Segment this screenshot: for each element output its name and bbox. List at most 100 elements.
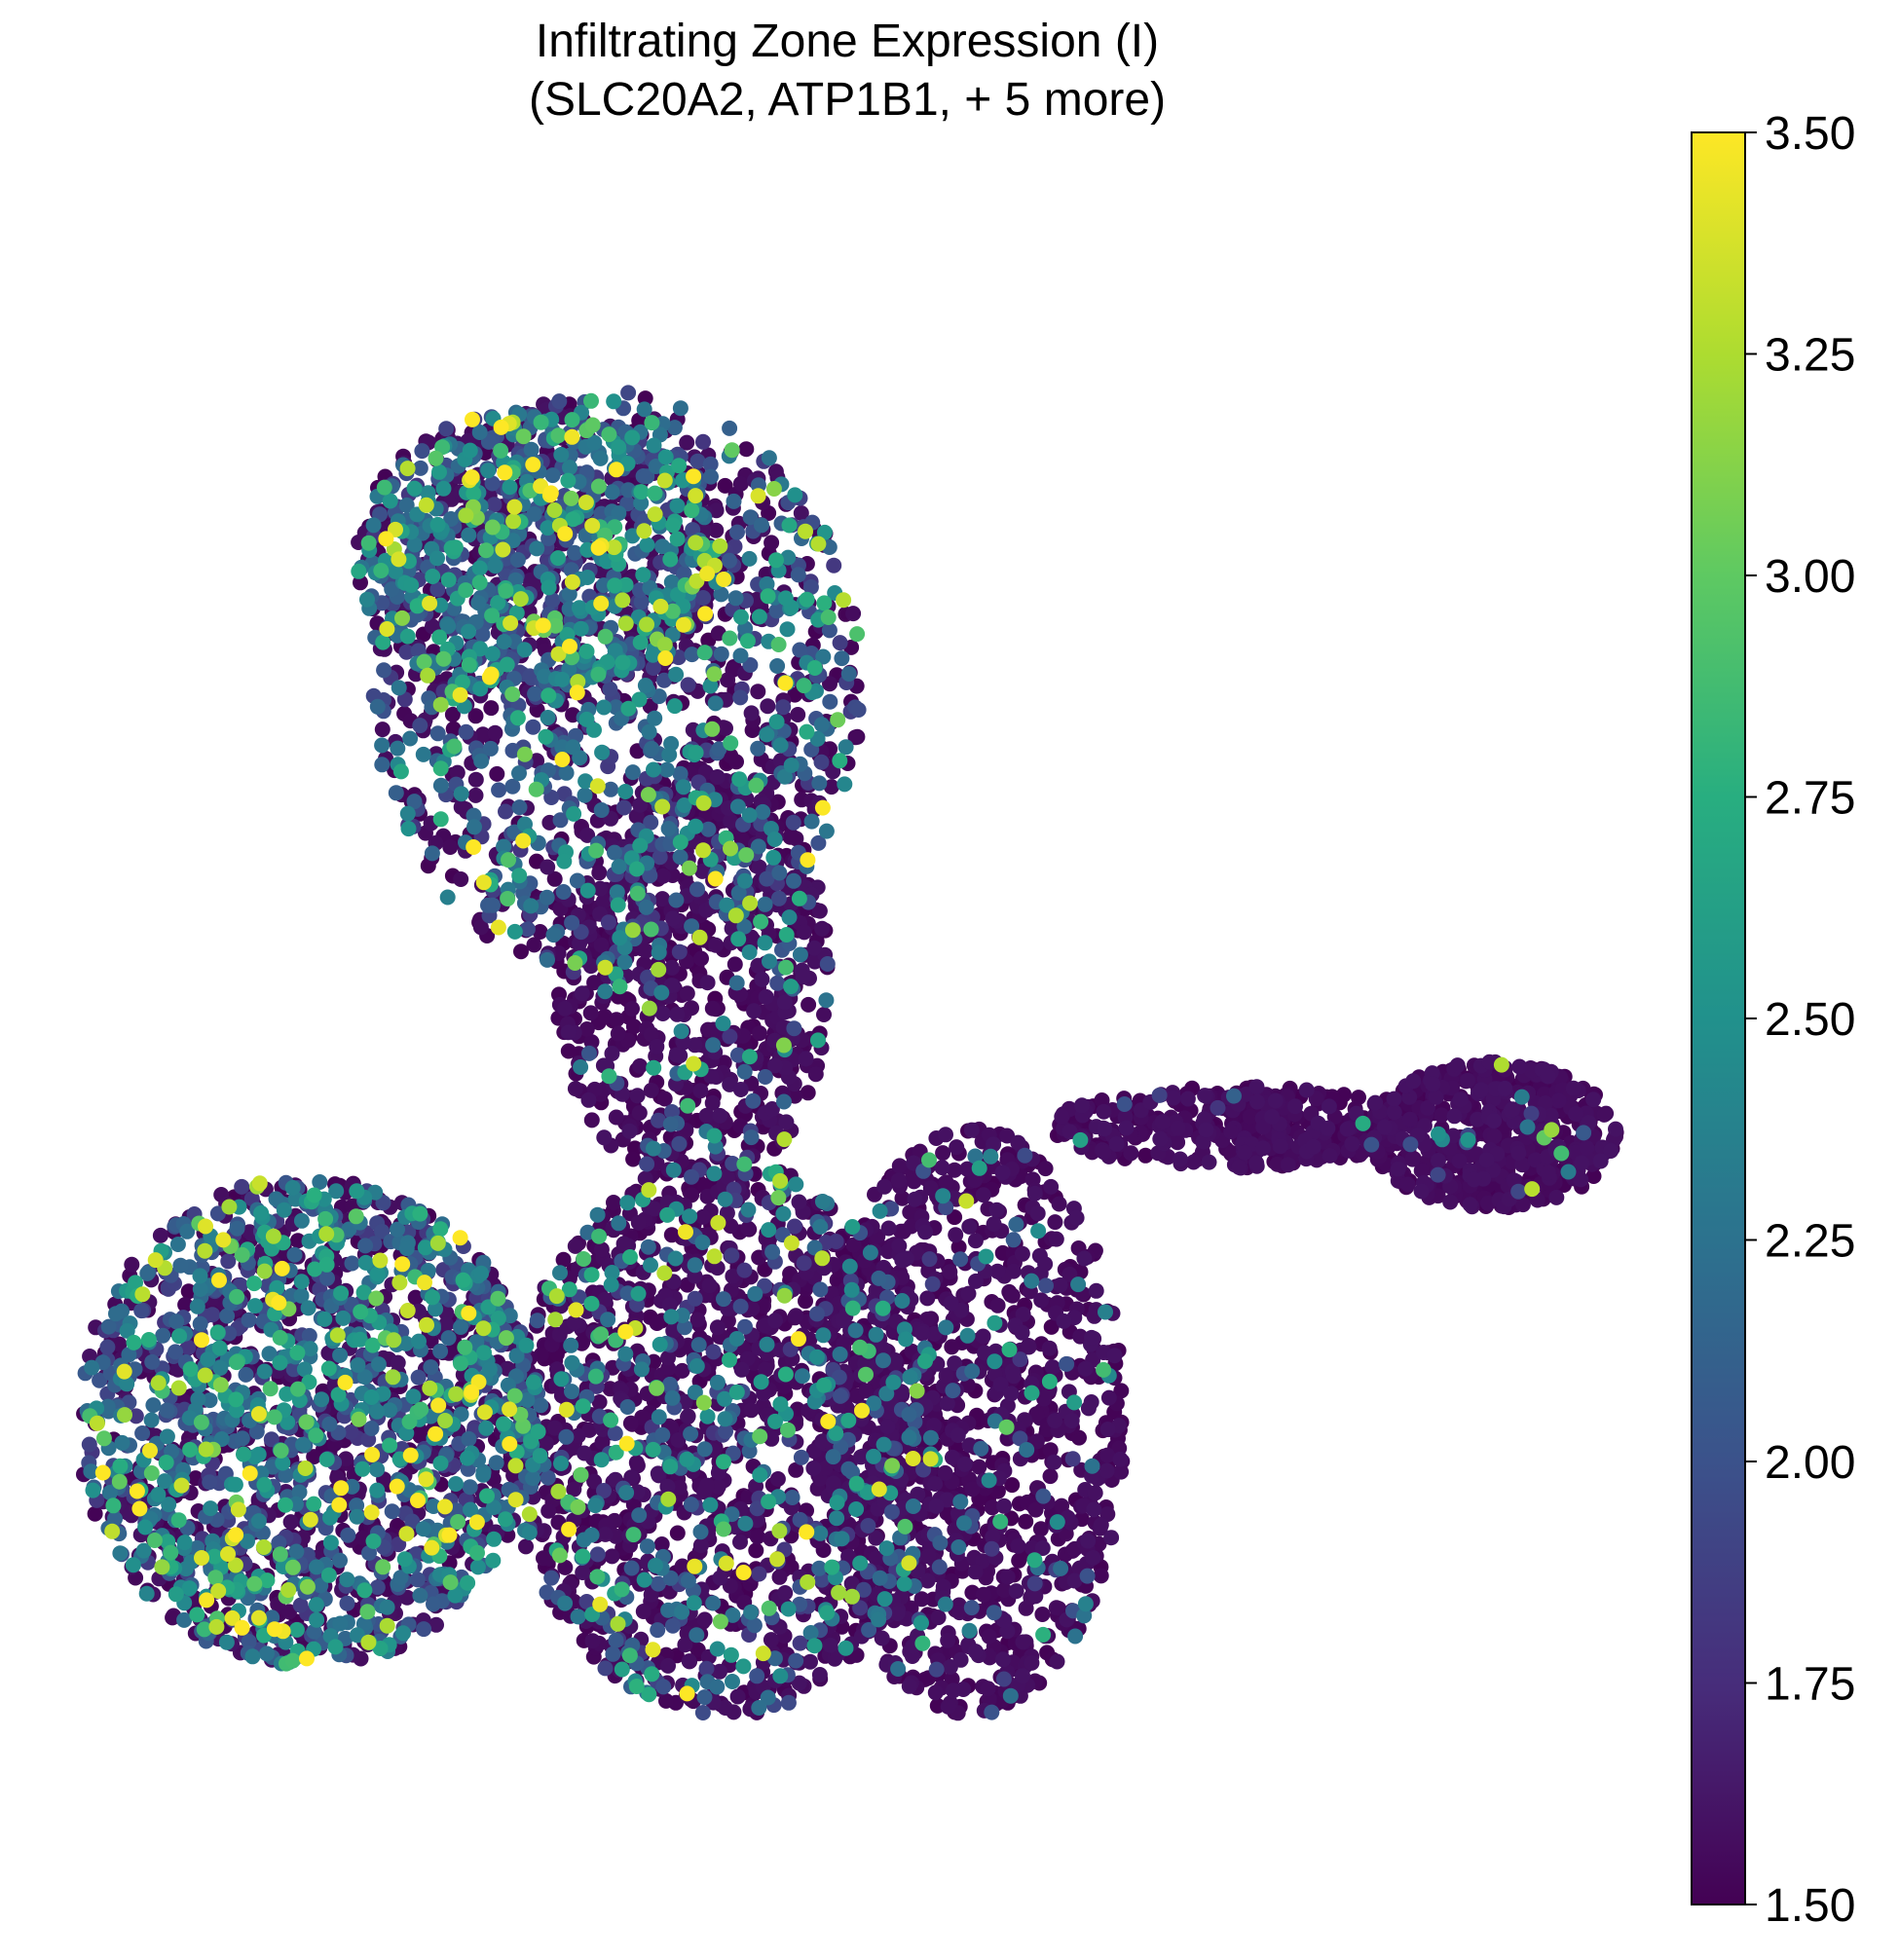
scatter-point [1585,1168,1602,1184]
scatter-point [692,1537,709,1554]
scatter-point [631,1105,648,1121]
scatter-point [927,1476,944,1492]
scatter-point [1042,1468,1059,1485]
scatter-point [467,787,484,803]
scatter-point [975,1187,991,1203]
scatter-point [1044,1359,1061,1376]
scatter-point [989,1263,1006,1279]
scatter-point [1093,1517,1109,1534]
scatter-point [880,1220,897,1237]
scatter-point [412,1427,428,1444]
scatter-point [1573,1171,1589,1188]
scatter-point [632,1057,648,1074]
scatter-point [1170,1134,1186,1151]
scatter-point [1399,1176,1416,1193]
scatter-point [1404,1151,1421,1167]
scatter-point [1428,1089,1444,1105]
scatter-point [638,943,654,959]
scatter-point [891,1238,908,1254]
scatter-point [649,1038,665,1054]
scatter-point [938,1174,954,1191]
scatter-point [594,1434,611,1451]
scatter-point [555,1251,572,1268]
scatter-point [1027,1501,1044,1518]
scatter-point [777,1585,794,1601]
scatter-point [656,1091,673,1107]
scatter-point [704,1000,721,1017]
scatter-point [472,919,489,936]
scatter-point [540,859,556,875]
scatter-point [740,1220,757,1237]
scatter-point [1018,1513,1034,1530]
scatter-point [1322,1147,1338,1164]
scatter-point [927,1684,944,1701]
scatter-point [1596,1106,1613,1123]
scatter-point [1008,1583,1024,1600]
scatter-point [592,880,609,897]
scatter-point [625,1151,642,1167]
scatter-point [586,1473,603,1490]
scatter-point [950,1239,967,1255]
scatter-point [445,721,462,737]
scatter-point [1037,1161,1054,1177]
scatter-point [1034,1607,1051,1622]
scatter-point [944,1671,960,1687]
scatter-point [907,1191,923,1207]
scatter-point [1442,1194,1459,1210]
scatter-point [1565,1080,1582,1096]
scatter-point [1548,1189,1565,1205]
scatter-point [532,924,548,940]
scatter-point [1096,1103,1112,1120]
scatter-point [989,1483,1006,1499]
scatter-point [750,684,766,700]
scatter-point [710,1478,726,1495]
scatter-point [615,1236,632,1252]
scatter-point [1568,1106,1584,1122]
scatter-point [758,1361,774,1378]
scatter-point [943,1295,959,1312]
scatter-point [670,1432,687,1448]
scatter-point [708,522,725,538]
scatter-point [152,1227,168,1243]
scatter-point [1237,1144,1253,1161]
scatter-point [708,937,724,953]
scatter-point [801,996,817,1013]
scatter-point [906,1173,922,1190]
scatter-point [858,1383,875,1399]
scatter-point [338,1451,354,1467]
scatter-point [984,1499,1000,1516]
scatter-point [306,1449,322,1465]
scatter-point [1077,1360,1094,1377]
scatter-point [763,535,780,551]
scatter-point [513,943,529,960]
scatter-point [1170,1120,1186,1136]
scatter-point [593,1241,610,1258]
scatter-point [623,1469,640,1486]
scatter-point [1112,1451,1129,1467]
scatter-point [800,1085,816,1101]
scatter-point [835,1312,851,1328]
scatter-point [672,1048,689,1064]
scatter-point [570,1427,586,1444]
scatter-point [643,1082,659,1098]
scatter-point [986,1216,1002,1233]
scatter-point [843,1575,860,1592]
scatter-point [791,1194,807,1210]
scatter-point [699,975,716,991]
scatter-point [442,839,459,855]
scatter-point [1154,1114,1171,1130]
scatter-point [467,771,484,788]
scatter-point [680,1408,696,1424]
scatter-point [536,1550,551,1567]
scatter-point [1255,1119,1272,1135]
scatter-point [758,988,774,1005]
scatter-point [945,1449,960,1465]
scatter-point [1248,1155,1265,1171]
scatter-point [720,672,736,688]
scatter-point [698,1477,715,1494]
scatter-point [961,1218,978,1235]
scatter-point [999,1569,1016,1585]
scatter-point [1272,1138,1288,1155]
scatter-point [1042,1442,1059,1459]
